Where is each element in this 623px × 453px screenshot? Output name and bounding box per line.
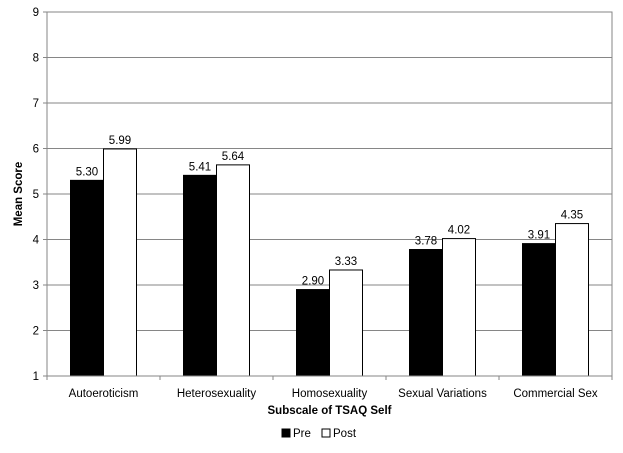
bar-post — [442, 238, 476, 377]
y-tick-label: 1 — [33, 371, 39, 383]
bar-pre — [70, 179, 104, 377]
y-tick-label: 3 — [33, 280, 39, 292]
bar-post — [103, 148, 137, 377]
legend-label-post: Post — [333, 428, 357, 440]
legend-swatch-pre — [281, 428, 291, 438]
x-category-label: Commercial Sex — [513, 388, 598, 400]
y-axis-title: Mean Score — [13, 162, 25, 227]
legend: Pre Post — [281, 428, 357, 440]
data-labels: 5.30 5.99 5.41 5.64 2.90 3.33 3.78 4.02 3.91 4.35 — [76, 135, 583, 288]
bar-pre — [296, 289, 330, 377]
x-axis-title: Subscale of TSAQ Self — [268, 405, 392, 417]
x-category-label: Heterosexuality — [177, 388, 257, 400]
bar-post — [329, 269, 363, 377]
x-category-label: Sexual Variations — [398, 388, 487, 400]
data-label: 3.78 — [415, 236, 437, 248]
data-label: 2.90 — [302, 276, 324, 288]
data-label: 3.91 — [528, 230, 550, 242]
y-tick-label: 9 — [33, 7, 39, 19]
y-tick-label: 6 — [33, 144, 39, 156]
bars — [70, 148, 589, 377]
y-tick-label: 4 — [33, 235, 40, 247]
data-label: 5.41 — [189, 161, 211, 173]
y-axis-ticks: 1 2 3 4 5 6 7 8 9 — [33, 7, 47, 383]
y-tick-label: 5 — [33, 189, 39, 201]
data-label: 5.30 — [76, 166, 98, 178]
x-axis-categories: Autoeroticism Heterosexuality Homosexualit… — [46, 376, 613, 400]
x-category-label: Autoeroticism — [69, 388, 139, 400]
x-category-label: Homosexuality — [292, 388, 368, 400]
bar-pre — [183, 174, 217, 377]
bar-post — [216, 164, 250, 377]
y-tick-label: 8 — [33, 53, 39, 65]
bar-pre — [409, 249, 443, 377]
data-label: 3.33 — [335, 256, 357, 268]
data-label: 4.02 — [448, 225, 470, 237]
plot-area-border — [46, 11, 613, 377]
y-tick-label: 7 — [33, 98, 39, 110]
bar-post — [555, 223, 589, 377]
legend-swatch-post — [321, 428, 331, 438]
data-label: 5.99 — [109, 135, 131, 147]
bar-pre — [522, 243, 556, 377]
legend-label-pre: Pre — [293, 428, 311, 440]
y-tick-label: 2 — [33, 326, 39, 338]
data-label: 4.35 — [561, 210, 583, 222]
data-label: 5.64 — [222, 151, 245, 163]
